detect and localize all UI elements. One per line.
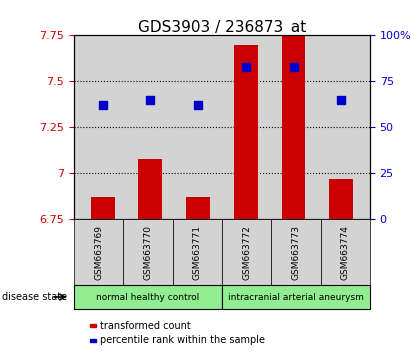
Text: percentile rank within the sample: percentile rank within the sample [100,336,265,346]
Text: GSM663771: GSM663771 [193,225,202,280]
Point [147,97,154,103]
Text: GSM663773: GSM663773 [291,225,300,280]
Text: GDS3903 / 236873_at: GDS3903 / 236873_at [138,19,306,36]
Bar [234,45,258,219]
Bar [91,198,115,219]
Bar [329,179,353,219]
Text: disease state: disease state [2,292,67,302]
Text: GSM663774: GSM663774 [341,225,350,280]
Point [195,103,201,108]
Point [290,64,297,69]
Text: GSM663770: GSM663770 [143,225,152,280]
Point [242,64,249,69]
Point [338,97,344,103]
Bar [282,35,305,219]
Text: intracranial arterial aneurysm: intracranial arterial aneurysm [228,292,364,302]
Bar [186,198,210,219]
Text: GSM663772: GSM663772 [242,225,251,280]
Text: normal healthy control: normal healthy control [96,292,200,302]
Point [99,103,106,108]
Text: transformed count: transformed count [100,321,191,331]
Bar [139,159,162,219]
Text: GSM663769: GSM663769 [94,225,103,280]
